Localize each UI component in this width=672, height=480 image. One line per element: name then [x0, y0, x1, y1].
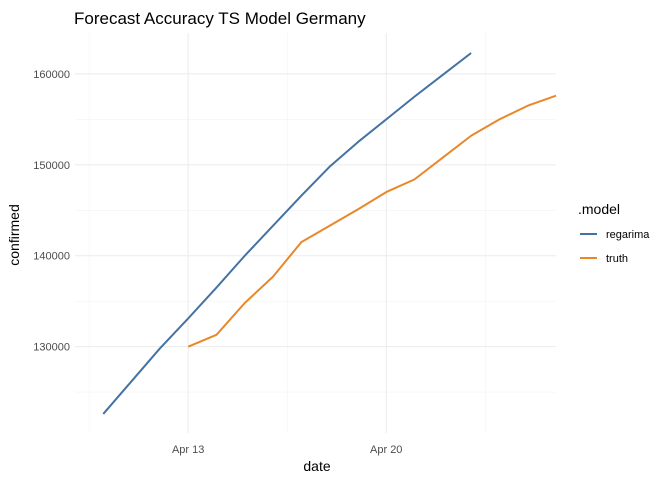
chart-title: Forecast Accuracy TS Model Germany — [74, 9, 366, 28]
series-line-regarima — [102, 52, 472, 415]
legend-title: .model — [578, 201, 620, 217]
x-axis-ticks: Apr 13 Apr 20 — [172, 444, 402, 456]
y-tick-label: 130000 — [33, 342, 70, 354]
y-tick-label: 160000 — [33, 69, 70, 81]
x-tick-label: Apr 20 — [370, 444, 402, 456]
y-axis-title: confirmed — [6, 204, 22, 265]
y-tick-label: 140000 — [33, 251, 70, 263]
grid — [75, 33, 556, 433]
series-lines — [102, 52, 557, 415]
x-axis-title: date — [303, 458, 330, 474]
y-axis-ticks: 130000 140000 150000 160000 — [33, 69, 70, 354]
x-tick-label: Apr 13 — [172, 444, 204, 456]
legend: .model regarima truth — [578, 201, 650, 265]
legend-label-regarima: regarima — [606, 229, 650, 241]
legend-label-truth: truth — [606, 253, 628, 265]
series-line-truth — [187, 94, 557, 348]
y-tick-label: 150000 — [33, 160, 70, 172]
